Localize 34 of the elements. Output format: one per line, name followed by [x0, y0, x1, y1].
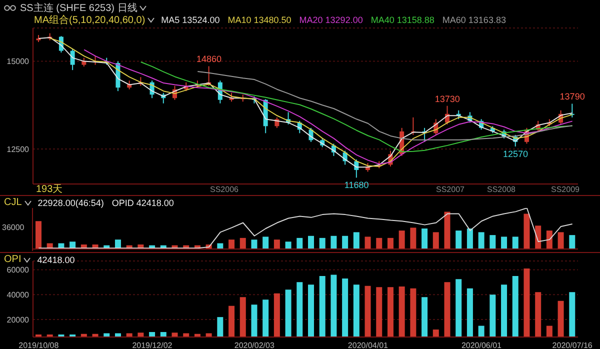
text: OPID 42418.00	[112, 198, 174, 208]
x-tick-label: 2020/07/16	[552, 341, 593, 349]
y-tick-label: 15000	[6, 57, 30, 66]
y-tick-label: 12500	[6, 144, 30, 154]
annotation: 42418.00	[37, 254, 75, 264]
x-tick-label: 2020/02/03	[234, 341, 275, 349]
annotation: 13730	[434, 94, 460, 104]
annotation: 14860	[196, 54, 222, 64]
text: MA20 13292.00	[299, 15, 363, 25]
text: SS2006	[210, 185, 238, 194]
annotation: 12570	[503, 148, 528, 159]
annotation: 13790	[560, 92, 585, 102]
annotation: 11680	[344, 180, 369, 190]
text: SS2007	[436, 185, 464, 194]
chart-title: SS主连 (SHFE 6253) 日线	[20, 2, 138, 15]
text: MA60 13163.83	[442, 15, 506, 25]
text: 36000	[2, 223, 24, 232]
x-tick-label: 2020/04/01	[348, 341, 389, 349]
y-tick-label: 20000	[6, 315, 30, 324]
text: SS2008	[487, 185, 516, 194]
text: MA5 13524.00	[161, 15, 220, 25]
x-tick-label: 2019/12/02	[132, 341, 173, 349]
y-tick-label: 40000	[6, 290, 30, 300]
text: SS2009	[551, 185, 580, 194]
text: MA10 13480.50	[228, 15, 292, 25]
chart-title: CJL	[4, 197, 22, 208]
text: MA40 13158.88	[370, 15, 434, 25]
x-tick-label: 2020/06/01	[461, 341, 502, 349]
y-tick-label: 60000	[6, 266, 30, 275]
annotation: 193天	[36, 183, 63, 196]
x-tick-label: 2019/10/08	[18, 341, 60, 349]
legend-title: MA组合(5,10,20,40,60,0)	[34, 14, 146, 27]
chart-title: OPI	[4, 254, 22, 265]
text: 22928.00(46:54)	[38, 198, 104, 208]
